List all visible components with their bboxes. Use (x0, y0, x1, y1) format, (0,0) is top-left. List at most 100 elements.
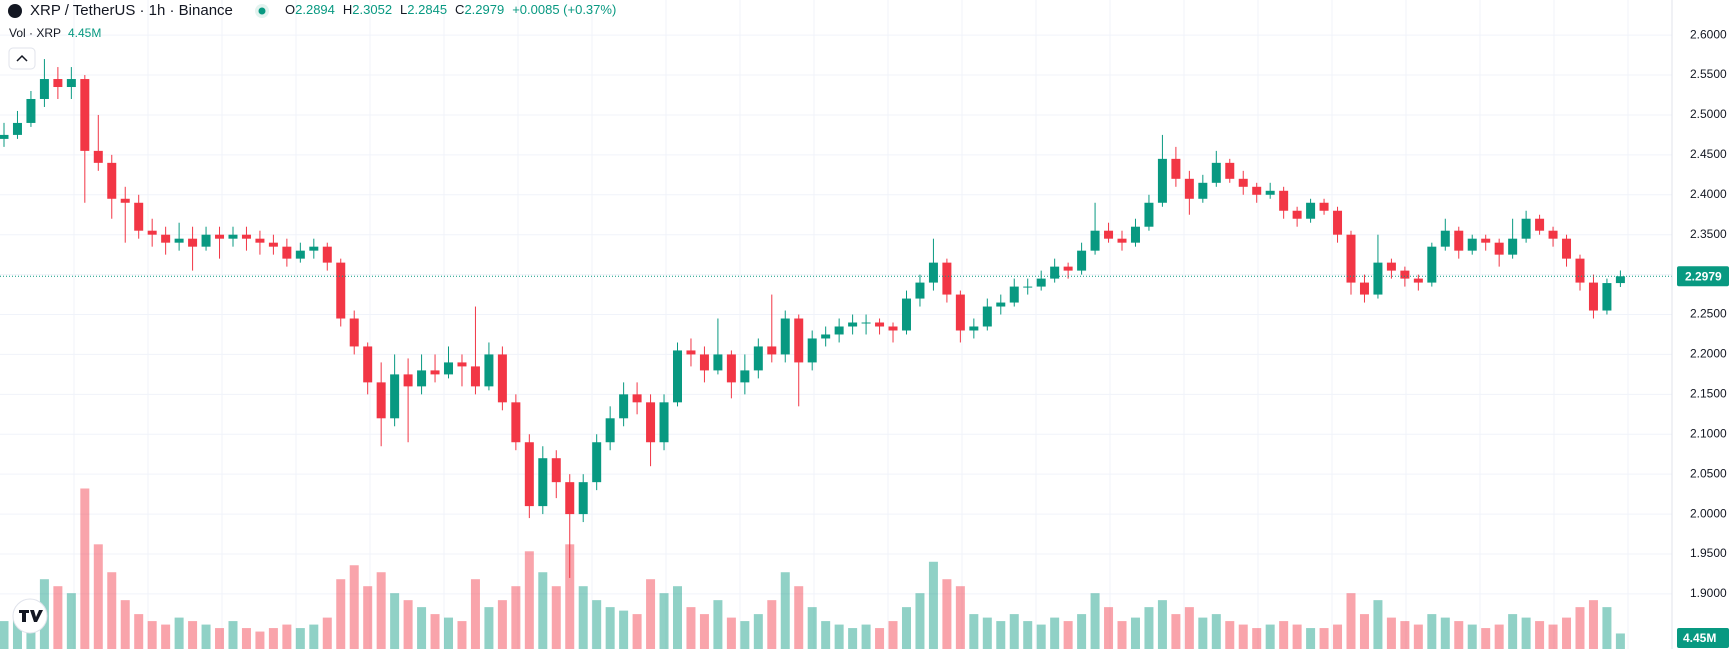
volume-bar (538, 572, 548, 649)
candle-body (1575, 258, 1585, 283)
candle-body (1440, 230, 1450, 247)
candle-body (349, 318, 359, 347)
logo-badge[interactable] (12, 598, 48, 634)
candle-body (659, 402, 669, 443)
candle-body (713, 354, 723, 371)
candle-body (794, 318, 804, 363)
candles (0, 59, 1672, 578)
volume-bar (268, 628, 278, 649)
collapse-icon (16, 54, 28, 62)
volume-bar (673, 586, 682, 649)
candle-body (1009, 286, 1019, 303)
change-value: +0.0085 (+0.37%) (512, 2, 616, 17)
price-tag-label: 2.2979 (1685, 269, 1722, 283)
candle-body (484, 354, 494, 387)
candle-body (26, 98, 36, 123)
volume-bar (1386, 617, 1396, 649)
candle-body (147, 230, 157, 235)
candle-body (390, 374, 400, 419)
volume-bar (807, 607, 817, 649)
volume-bar (821, 621, 831, 649)
candle-body (376, 382, 386, 419)
volume-bar (1440, 617, 1450, 649)
candle-body (268, 242, 278, 247)
price-tag (1677, 266, 1729, 287)
volume-bar (430, 614, 440, 649)
volume-bar (1117, 621, 1127, 649)
volume-bar (1211, 614, 1221, 649)
volume-bar (484, 607, 494, 649)
candle-body (753, 346, 763, 371)
candle-body (1481, 238, 1491, 243)
volume-bar (134, 614, 144, 649)
volume-bar (1535, 621, 1545, 649)
candle-body (1198, 182, 1208, 199)
status-dot (258, 7, 266, 15)
volume-bar (363, 586, 373, 649)
volume-bar (565, 544, 575, 649)
candle-body (646, 402, 656, 443)
candle-body (1157, 158, 1167, 203)
volume-bar (1171, 614, 1181, 649)
volume-bar (1157, 600, 1167, 649)
collapse-button[interactable] (8, 47, 36, 70)
candle-body (605, 418, 615, 443)
candle-body (1319, 202, 1329, 211)
volume-bar (699, 614, 709, 649)
candle-body (1373, 262, 1383, 295)
volume-bar (0, 621, 9, 649)
volume-bar (767, 600, 777, 649)
volume-bar (646, 579, 656, 649)
volume-bar (915, 593, 925, 649)
volume-value: 4.45M (68, 26, 101, 40)
volume-bar (403, 600, 413, 649)
candle-body (174, 238, 184, 243)
candle-body (1090, 230, 1100, 251)
volume-bar (497, 600, 507, 649)
volume-bar (713, 600, 723, 649)
candle-body (982, 306, 992, 327)
y-tick-label: 2.0500 (1690, 466, 1727, 480)
candle-body (228, 234, 238, 239)
candle-body (295, 250, 305, 259)
candle-body (322, 246, 332, 263)
volume-bar (1481, 628, 1491, 649)
ohlc-label: L (400, 2, 407, 17)
volume-bar (861, 624, 871, 649)
candle-body (0, 134, 9, 139)
candle-body (1104, 230, 1114, 239)
volume-bar (901, 607, 911, 649)
candle-body (996, 302, 1006, 307)
volume-bar (295, 628, 305, 649)
y-tick-label: 2.3500 (1690, 227, 1727, 241)
volume-bar (753, 614, 763, 649)
volume-bar (1454, 621, 1464, 649)
candle-body (538, 458, 548, 507)
ohlc-legend: O2.2894 H2.3052 L2.2845 C2.2979 +0.0085 (+0.… (285, 2, 616, 17)
volume-bar (1130, 617, 1140, 649)
candle-body (1386, 262, 1396, 271)
candle-body (80, 79, 90, 151)
volume-bar (93, 544, 103, 649)
candle-body (1171, 158, 1181, 179)
volume-bar (336, 579, 346, 649)
volume-bar (592, 600, 602, 649)
candle-body (1548, 230, 1558, 239)
y-tick-label: 2.4500 (1690, 147, 1727, 161)
candle-body (915, 282, 925, 299)
candle-body (955, 294, 965, 331)
volume-title: Vol · XRP (9, 26, 61, 40)
ohlc-value: 2.3052 (352, 2, 392, 17)
volume-bar (686, 607, 696, 649)
volume-bar (255, 631, 265, 649)
candle-body (444, 362, 454, 375)
volume-bar (524, 551, 534, 649)
volume-bar (1588, 600, 1598, 649)
candle-body (875, 322, 885, 327)
volume-bar (201, 624, 211, 649)
volume-bar (1333, 624, 1343, 649)
candle-body (1306, 202, 1316, 219)
volume-bar (619, 610, 629, 649)
volume-bar (1562, 617, 1572, 649)
